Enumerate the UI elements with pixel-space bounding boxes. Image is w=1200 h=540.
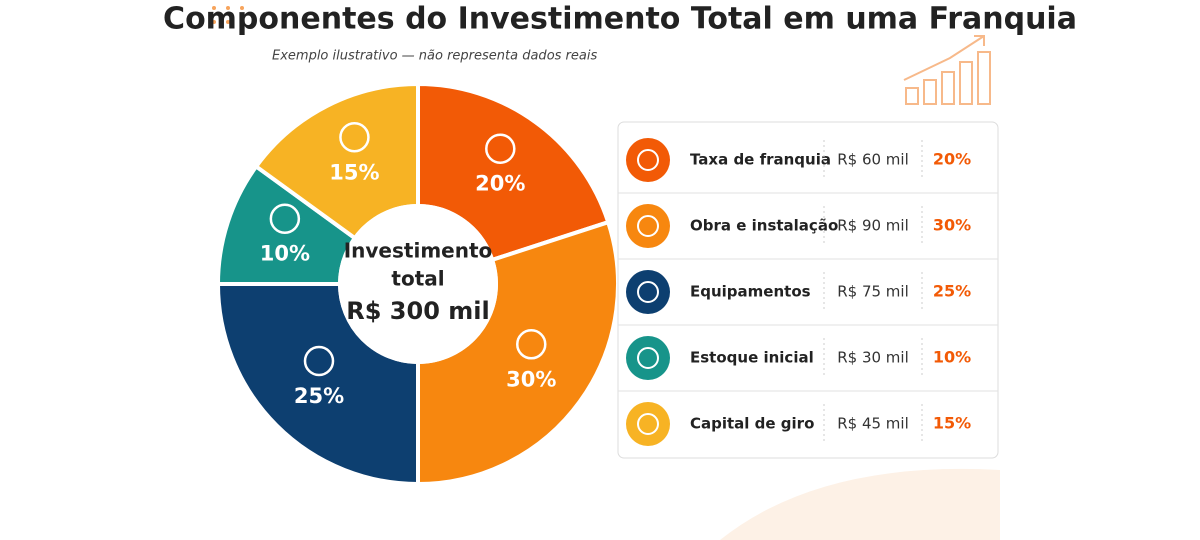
row-percent: 15% — [933, 414, 971, 433]
row-icon-glyph — [637, 347, 659, 369]
row-icon — [626, 270, 670, 314]
slice-label: 25% — [294, 384, 344, 408]
row-amount: R$ 30 mil — [837, 349, 909, 367]
decor-dots — [212, 6, 244, 24]
decor-blob — [720, 468, 1000, 540]
donut-hole — [338, 204, 498, 364]
row-percent: 10% — [933, 348, 971, 367]
row-category: Taxa de franquia — [690, 151, 831, 169]
decor-growth — [903, 35, 991, 105]
legend-rows: Taxa de franquia R$ 60 mil 20% Obra e insta… — [618, 138, 998, 446]
slice-icon — [516, 329, 547, 360]
row-percent: 25% — [933, 282, 971, 301]
row-percent: 30% — [933, 216, 971, 235]
row-icon-glyph — [637, 281, 659, 303]
row-amount: R$ 75 mil — [837, 283, 909, 301]
chart-title: Componentes do Investimento Total em uma… — [163, 2, 1077, 37]
row-icon — [626, 204, 670, 248]
slice-icon — [485, 133, 516, 164]
row-category: Estoque inicial — [690, 349, 814, 367]
slice-label: 20% — [475, 172, 525, 196]
row-icon — [626, 138, 670, 182]
slice-icon — [269, 203, 301, 234]
center-label: total — [391, 267, 444, 291]
slice-label: 15% — [329, 160, 379, 184]
row-icon-glyph — [637, 149, 659, 171]
row-category: Equipamentos — [690, 283, 811, 301]
center-label: R$ 300 mil — [346, 297, 489, 325]
slice-label: 10% — [260, 242, 310, 266]
slice-icon — [303, 345, 335, 377]
row-amount: R$ 45 mil — [837, 415, 909, 433]
row-amount: R$ 90 mil — [837, 217, 909, 235]
legend-table — [617, 121, 999, 459]
center-label: Investimento — [344, 239, 493, 263]
chart-subtitle: Exemplo ilustrativo — não representa dad… — [272, 49, 597, 64]
slice-icon — [339, 122, 370, 153]
row-icon-glyph — [637, 215, 659, 237]
row-percent: 20% — [933, 150, 971, 169]
row-category: Capital de giro — [690, 415, 814, 433]
slice-label: 30% — [506, 367, 556, 391]
row-icon — [626, 402, 670, 446]
row-category: Obra e instalação — [690, 217, 838, 235]
row-icon-glyph — [637, 413, 659, 435]
row-amount: R$ 60 mil — [837, 151, 909, 169]
row-icon — [626, 336, 670, 380]
